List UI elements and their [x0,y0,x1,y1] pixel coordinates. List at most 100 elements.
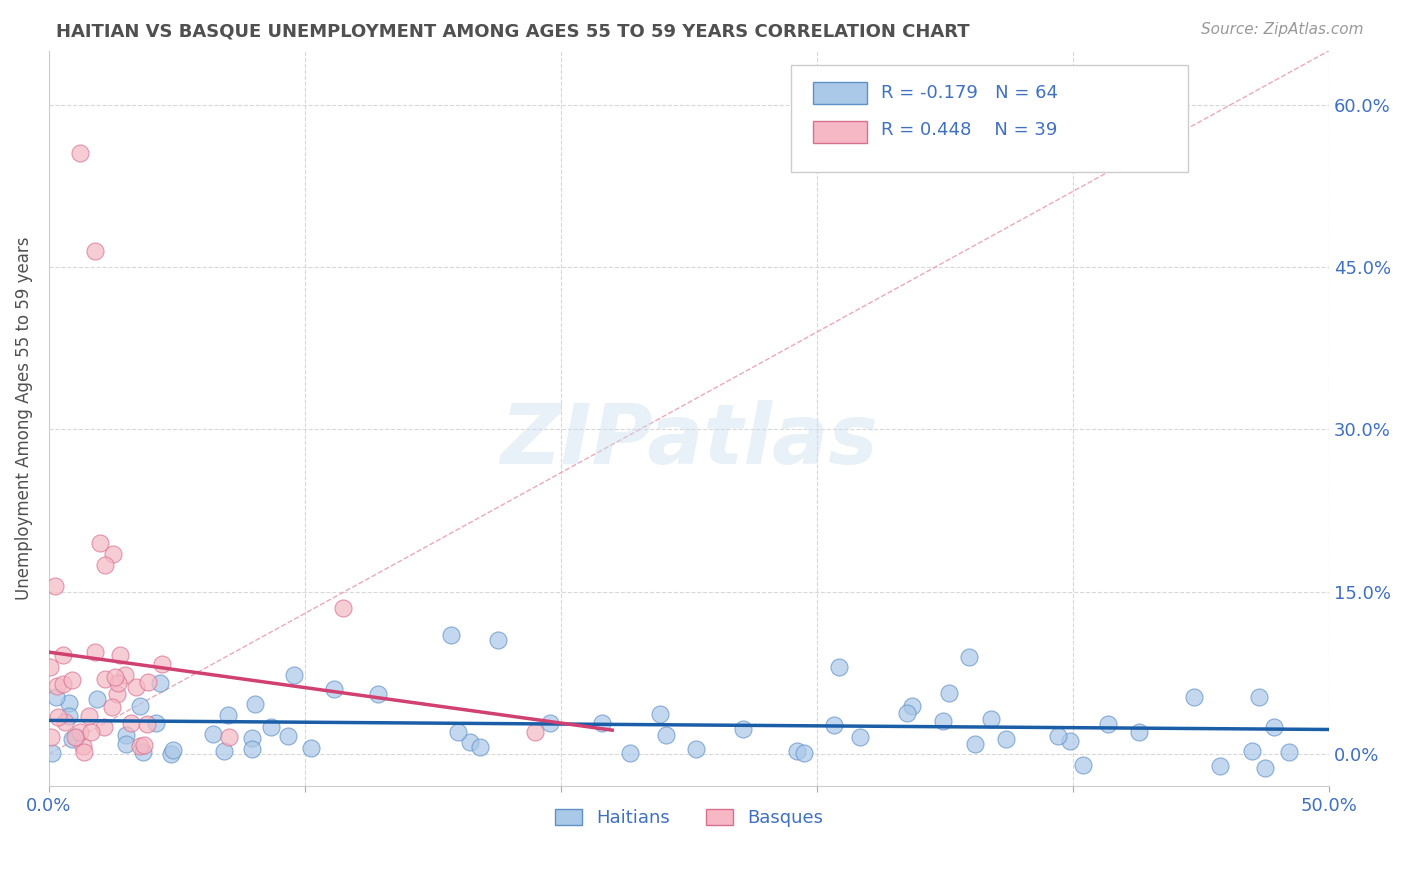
Point [41,746,63,760]
Point [72,739,94,753]
Point [283,667,305,681]
Point [1128,725,1150,739]
Point [201,727,224,741]
Point [105,687,128,701]
Point [367,687,389,701]
Point [77,708,100,723]
Point [46,709,69,723]
Point [650,706,672,721]
Point [733,722,755,736]
Point [129,739,152,753]
Point [1254,761,1277,775]
Point [332,601,354,615]
Point [440,628,463,642]
Point [1182,690,1205,704]
Point [60,732,83,747]
Point [39,660,62,674]
Point [786,743,808,757]
Point [132,739,155,753]
Point [591,715,613,730]
Point [995,731,1018,746]
Point [299,740,322,755]
Point [52,648,75,662]
Point [159,747,181,761]
Point [685,742,707,756]
Point [69,725,91,739]
Point [131,745,153,759]
Point [240,731,263,745]
Point [619,746,641,760]
Point [86,692,108,706]
Point [849,730,872,744]
Point [145,715,167,730]
Point [60,673,83,688]
Point [65,730,87,744]
Point [39,730,62,744]
Text: ZIPatlas: ZIPatlas [501,401,877,481]
Point [89,536,111,550]
Point [128,699,150,714]
Point [277,729,299,743]
Point [1209,759,1232,773]
Point [965,737,987,751]
Point [45,690,67,704]
Point [162,743,184,757]
Point [488,633,510,648]
Point [135,717,157,731]
Point [655,728,678,742]
Point [114,668,136,682]
Point [101,547,124,561]
Point [1278,745,1301,759]
FancyBboxPatch shape [792,65,1188,172]
Point [468,739,491,754]
Point [823,718,845,732]
Point [52,677,75,691]
Point [69,146,91,161]
Point [1263,720,1285,734]
Point [149,675,172,690]
Point [115,737,138,751]
Point [94,558,117,572]
Point [896,706,918,720]
Point [932,714,955,728]
Point [120,715,142,730]
Point [104,670,127,684]
Text: R = 0.448    N = 39: R = 0.448 N = 39 [882,121,1057,139]
Point [212,744,235,758]
Point [240,741,263,756]
Point [460,735,482,749]
Bar [813,82,868,104]
Point [58,709,80,723]
Point [93,720,115,734]
Point [108,648,131,663]
Point [1249,690,1271,705]
Point [938,686,960,700]
Point [101,700,124,714]
Point [1046,730,1069,744]
Point [524,725,547,739]
Point [125,680,148,694]
Point [46,680,69,694]
Point [447,725,470,739]
Point [1059,733,1081,747]
Point [1097,717,1119,731]
Point [1071,758,1094,772]
Point [58,696,80,710]
Point [957,649,980,664]
Point [217,707,239,722]
Point [243,698,266,712]
Point [107,676,129,690]
Point [84,244,107,258]
Point [65,730,87,744]
Point [260,720,283,734]
Point [1241,744,1264,758]
Point [53,714,76,729]
Point [44,579,66,593]
Point [150,657,173,671]
Point [828,660,851,674]
Point [136,675,159,690]
Point [73,746,96,760]
Text: Source: ZipAtlas.com: Source: ZipAtlas.com [1201,22,1364,37]
Point [980,712,1002,726]
Point [218,730,240,744]
